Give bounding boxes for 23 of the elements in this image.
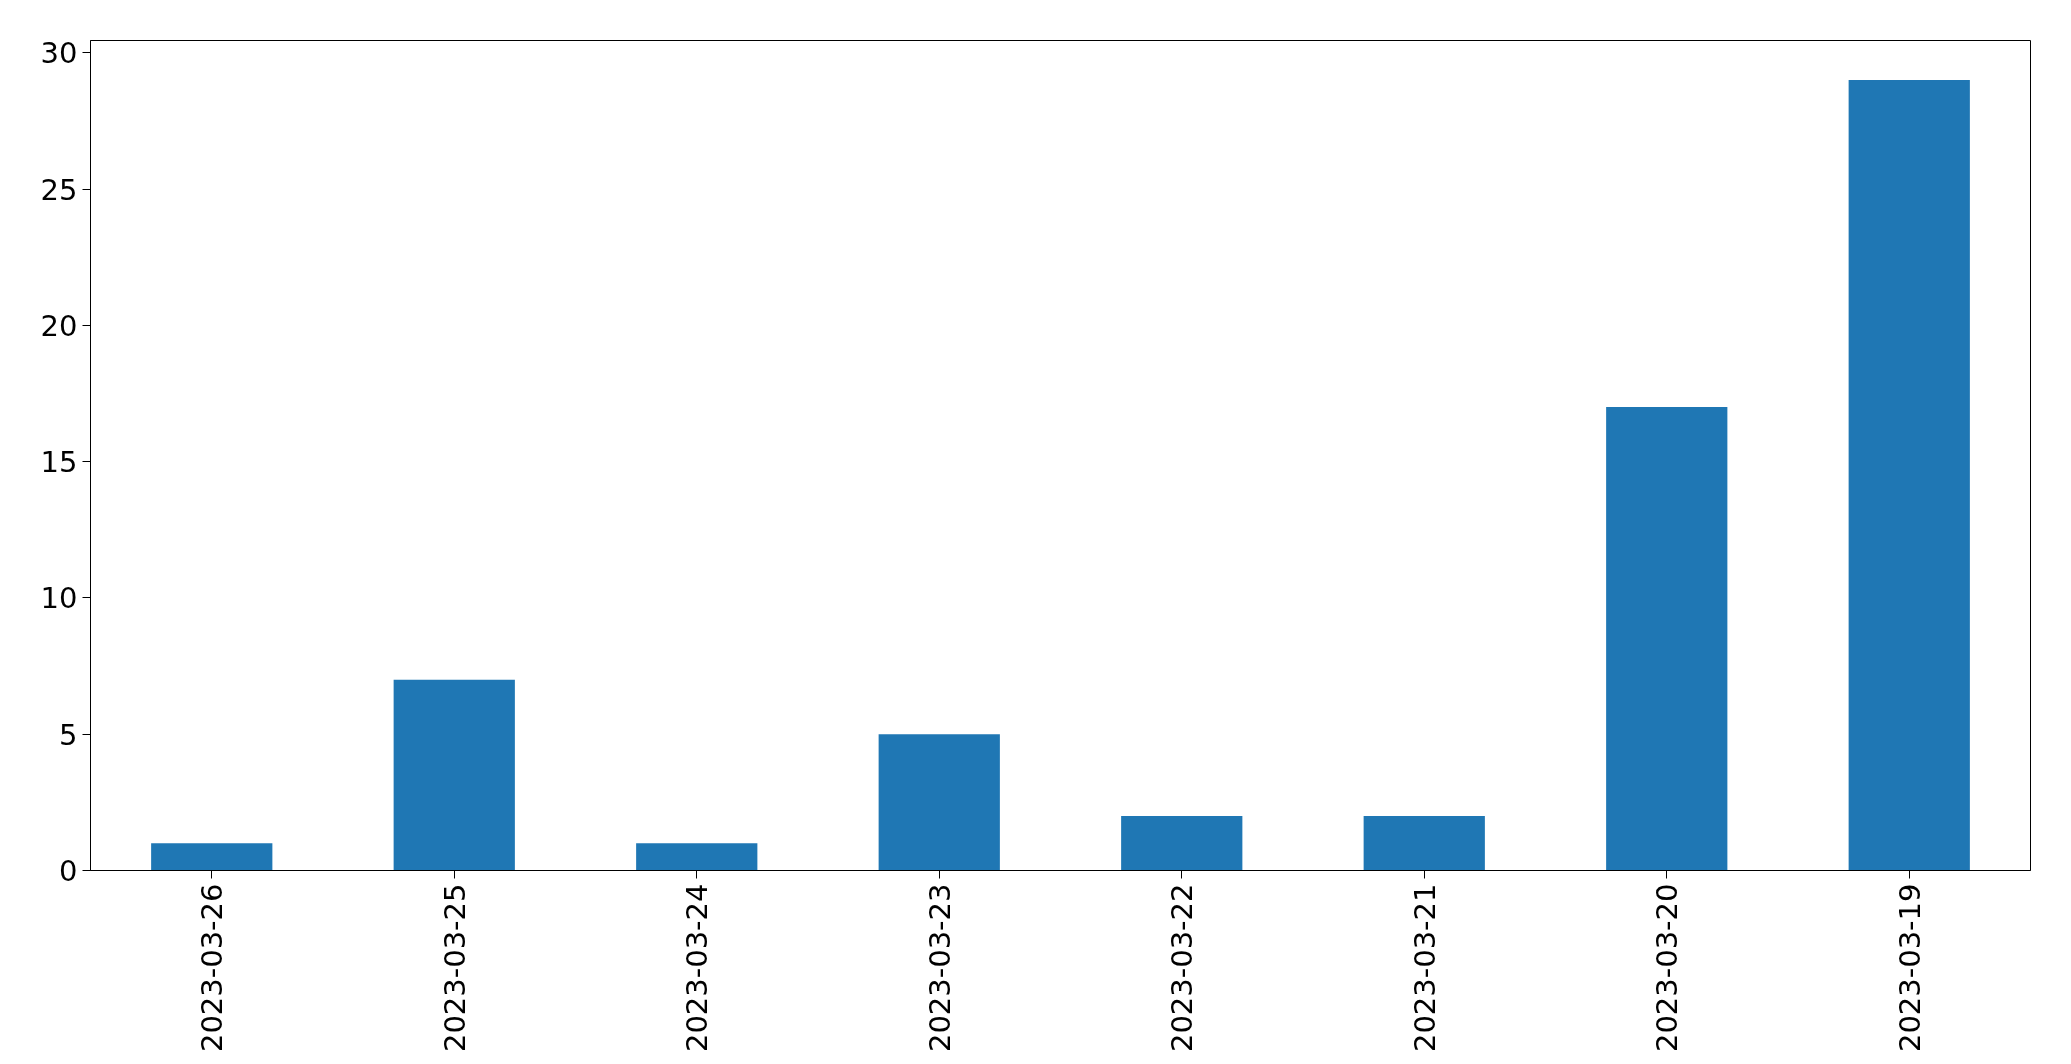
x-tick-label: 2023-03-21 bbox=[1407, 883, 1442, 1053]
bar bbox=[1606, 407, 1728, 871]
bar bbox=[878, 734, 1000, 871]
bar bbox=[636, 843, 758, 871]
y-tick-label: 5 bbox=[59, 717, 78, 752]
y-tick-label: 20 bbox=[40, 308, 78, 343]
y-tick-label: 25 bbox=[40, 172, 78, 207]
bar bbox=[1363, 815, 1485, 871]
y-tick-label: 0 bbox=[59, 854, 78, 888]
y-tick-label: 10 bbox=[40, 581, 78, 616]
x-tick-label: 2023-03-25 bbox=[437, 883, 472, 1053]
x-tick-label: 2023-03-19 bbox=[1892, 883, 1927, 1053]
x-tick-label: 2023-03-22 bbox=[1165, 883, 1200, 1053]
x-tick-label: 2023-03-24 bbox=[680, 883, 715, 1053]
y-tick-label: 30 bbox=[40, 36, 78, 71]
y-tick-label: 15 bbox=[40, 445, 78, 480]
bar bbox=[1121, 815, 1243, 871]
x-tick-label: 2023-03-23 bbox=[922, 883, 957, 1053]
x-tick-label: 2023-03-26 bbox=[195, 883, 230, 1053]
bar bbox=[1848, 80, 1970, 871]
x-tick-label: 2023-03-20 bbox=[1650, 883, 1685, 1053]
bar bbox=[151, 843, 273, 871]
bar bbox=[393, 679, 515, 871]
